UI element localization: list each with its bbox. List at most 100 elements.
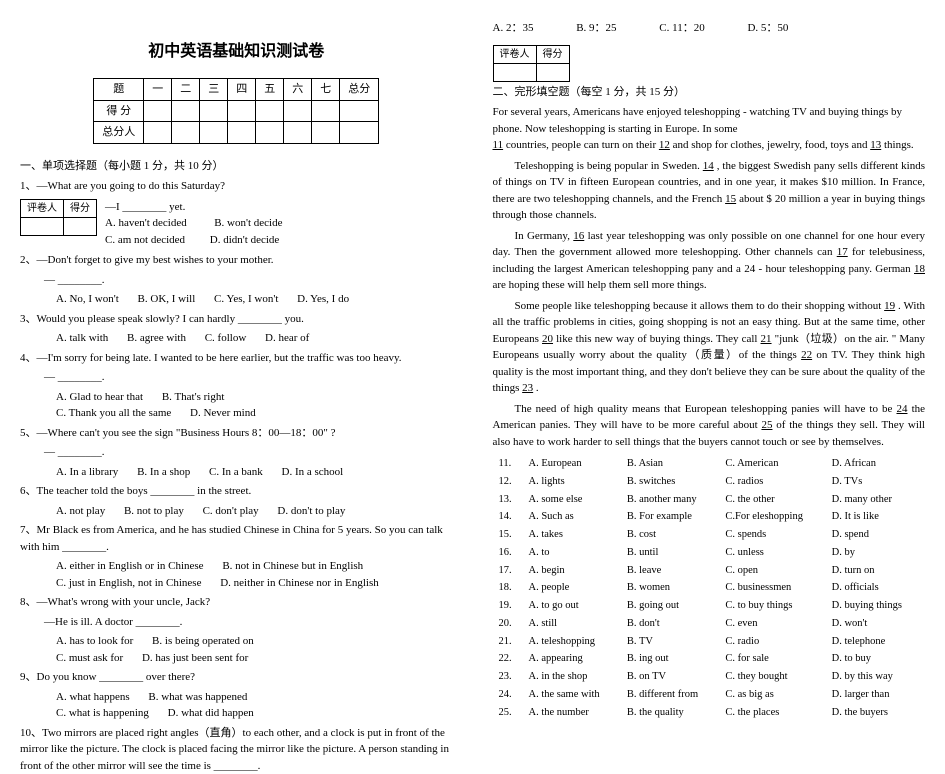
q7a: A. either in English or in Chinese xyxy=(56,558,204,575)
cloze-opt: D. larger than xyxy=(828,687,923,703)
blank-19: 19 xyxy=(884,300,895,312)
cloze-num: 15. xyxy=(495,527,523,543)
q4-opts2: C. Thank you all the same D. Never mind xyxy=(20,405,453,422)
cloze-opt: A. European xyxy=(525,456,621,472)
q10d: D. 5：50 xyxy=(747,20,788,37)
left-column: 初中英语基础知识测试卷 题 一 二 三 四 五 六 七 总分 得 分 总分人 一… xyxy=(0,0,473,655)
q2a: A. No, I won't xyxy=(56,291,119,308)
cloze-opt: B. don't xyxy=(623,616,720,632)
q1-optA: A. haven't decided xyxy=(105,217,187,229)
cloze-opt: C. unless xyxy=(721,545,825,561)
q4c: C. Thank you all the same xyxy=(56,405,171,422)
p5a: The need of high quality means that Euro… xyxy=(515,403,897,415)
grader-block-1: 评卷人得分 —I ________ yet. A. haven't decide… xyxy=(20,199,453,249)
q5b: B. In a shop xyxy=(137,464,190,481)
q1-optD: D. didn't xyxy=(210,234,248,246)
cloze-opt: C. businessmen xyxy=(721,580,825,596)
cloze-opt: C. radio xyxy=(721,634,825,650)
cloze-opt: C.For eleshopping xyxy=(721,509,825,525)
cloze-num: 13. xyxy=(495,492,523,508)
q5-opts: A. In a library B. In a shop C. In a ban… xyxy=(20,464,453,481)
cloze-row: 25.A. the numberB. the qualityC. the pla… xyxy=(495,705,924,721)
q1-optB: B. won't decide xyxy=(214,217,282,229)
cloze-opt: A. in the shop xyxy=(525,669,621,685)
cloze-opt: B. Asian xyxy=(623,456,720,472)
q3c: C. follow xyxy=(205,330,247,347)
q10b: B. 9：25 xyxy=(576,20,616,37)
cloze-opt: A. still xyxy=(525,616,621,632)
p4a: Some people like teleshopping because it… xyxy=(515,300,885,312)
q1-optC: C. am not decided xyxy=(105,234,185,246)
cloze-opt: D. officials xyxy=(828,580,923,596)
cloze-opt: C. as big as xyxy=(721,687,825,703)
paragraph-5: The need of high quality means that Euro… xyxy=(493,401,926,451)
right-column: A. 2：35 B. 9：25 C. 11：20 D. 5：50 评卷人得分 二… xyxy=(473,0,945,655)
q3b: B. agree with xyxy=(127,330,186,347)
cloze-opt: A. the number xyxy=(525,705,621,721)
cloze-opt: C. spends xyxy=(721,527,825,543)
cloze-num: 17. xyxy=(495,563,523,579)
q9d: D. what did happen xyxy=(168,705,254,722)
q6c: C. don't play xyxy=(203,503,259,520)
cloze-opt: A. takes xyxy=(525,527,621,543)
cloze-row: 24.A. the same withB. different fromC. a… xyxy=(495,687,924,703)
cloze-opt: B. on TV xyxy=(623,669,720,685)
cloze-opt: B. women xyxy=(623,580,720,596)
cloze-row: 19.A. to go outB. going outC. to buy thi… xyxy=(495,598,924,614)
cloze-opt: D. spend xyxy=(828,527,923,543)
cloze-opt: D. buying things xyxy=(828,598,923,614)
cloze-row: 20.A. stillB. don'tC. evenD. won't xyxy=(495,616,924,632)
g2c1: 评卷人 xyxy=(493,45,536,63)
cloze-opt: C. to buy things xyxy=(721,598,825,614)
cloze-opt: C. even xyxy=(721,616,825,632)
q9-opts2: C. what is happening D. what did happen xyxy=(20,705,453,722)
q5c: C. In a bank xyxy=(209,464,263,481)
h1: 一 xyxy=(144,79,172,101)
q8c: C. must ask for xyxy=(56,650,123,667)
q8-opts2: C. must ask for D. has just been sent fo… xyxy=(20,650,453,667)
score-table: 题 一 二 三 四 五 六 七 总分 得 分 总分人 xyxy=(93,78,379,144)
cloze-opt: D. by this way xyxy=(828,669,923,685)
q4a: A. Glad to hear that xyxy=(56,389,143,406)
cloze-opt: C. the other xyxy=(721,492,825,508)
cloze-opt: C. American xyxy=(721,456,825,472)
cloze-num: 21. xyxy=(495,634,523,650)
q9b: B. what was happened xyxy=(148,689,247,706)
q2c: C. Yes, I won't xyxy=(214,291,278,308)
blank-18: 18 xyxy=(914,263,925,275)
q10: 10、Two mirrors are placed right angles（直… xyxy=(20,725,453,774)
h4: 四 xyxy=(228,79,256,101)
q7b: B. not in Chinese but in English xyxy=(222,558,363,575)
q5a: A. In a library xyxy=(56,464,118,481)
blank-24: 24 xyxy=(896,403,907,415)
cloze-num: 20. xyxy=(495,616,523,632)
cloze-opt: B. cost xyxy=(623,527,720,543)
blank-11: 11 xyxy=(493,139,504,151)
p1b: countries, people can turn on their xyxy=(506,139,659,151)
q4b: B. That's right xyxy=(162,389,225,406)
cloze-opt: A. lights xyxy=(525,474,621,490)
cloze-row: 11.A. EuropeanB. AsianC. AmericanD. Afri… xyxy=(495,456,924,472)
cloze-num: 25. xyxy=(495,705,523,721)
q7: 7、Mr Black es from America, and he has s… xyxy=(20,522,453,555)
cloze-opt: B. TV xyxy=(623,634,720,650)
cloze-opt: D. many other xyxy=(828,492,923,508)
cloze-opt: A. to go out xyxy=(525,598,621,614)
p3a: In Germany, xyxy=(515,230,574,242)
cloze-num: 19. xyxy=(495,598,523,614)
cloze-opt: C. radios xyxy=(721,474,825,490)
cloze-row: 18.A. peopleB. womenC. businessmenD. off… xyxy=(495,580,924,596)
cloze-num: 11. xyxy=(495,456,523,472)
cloze-row: 16.A. toB. untilC. unlessD. by xyxy=(495,545,924,561)
cloze-opt: A. teleshopping xyxy=(525,634,621,650)
cloze-opt: B. different from xyxy=(623,687,720,703)
h2: 二 xyxy=(172,79,200,101)
q3: 3、Would you please speak slowly? I can h… xyxy=(20,311,453,328)
cloze-opt: A. to xyxy=(525,545,621,561)
h6: 六 xyxy=(284,79,312,101)
p1d: things. xyxy=(884,139,914,151)
q8-line: —He is ill. A doctor ________. xyxy=(20,614,453,631)
q2d: D. Yes, I do xyxy=(297,291,349,308)
blank-16: 16 xyxy=(573,230,584,242)
q5: 5、—Where can't you see the sign "Busines… xyxy=(20,425,453,442)
